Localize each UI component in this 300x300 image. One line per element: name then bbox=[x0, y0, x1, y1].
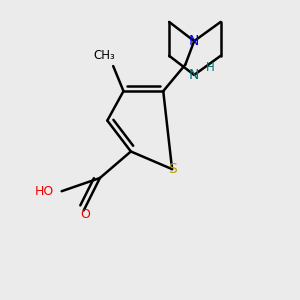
Text: HO: HO bbox=[35, 185, 54, 198]
Text: O: O bbox=[80, 208, 90, 221]
Text: CH₃: CH₃ bbox=[94, 49, 115, 62]
Text: S: S bbox=[168, 162, 176, 176]
Text: H: H bbox=[206, 61, 215, 74]
Text: N: N bbox=[189, 68, 200, 82]
Text: N: N bbox=[189, 34, 200, 48]
